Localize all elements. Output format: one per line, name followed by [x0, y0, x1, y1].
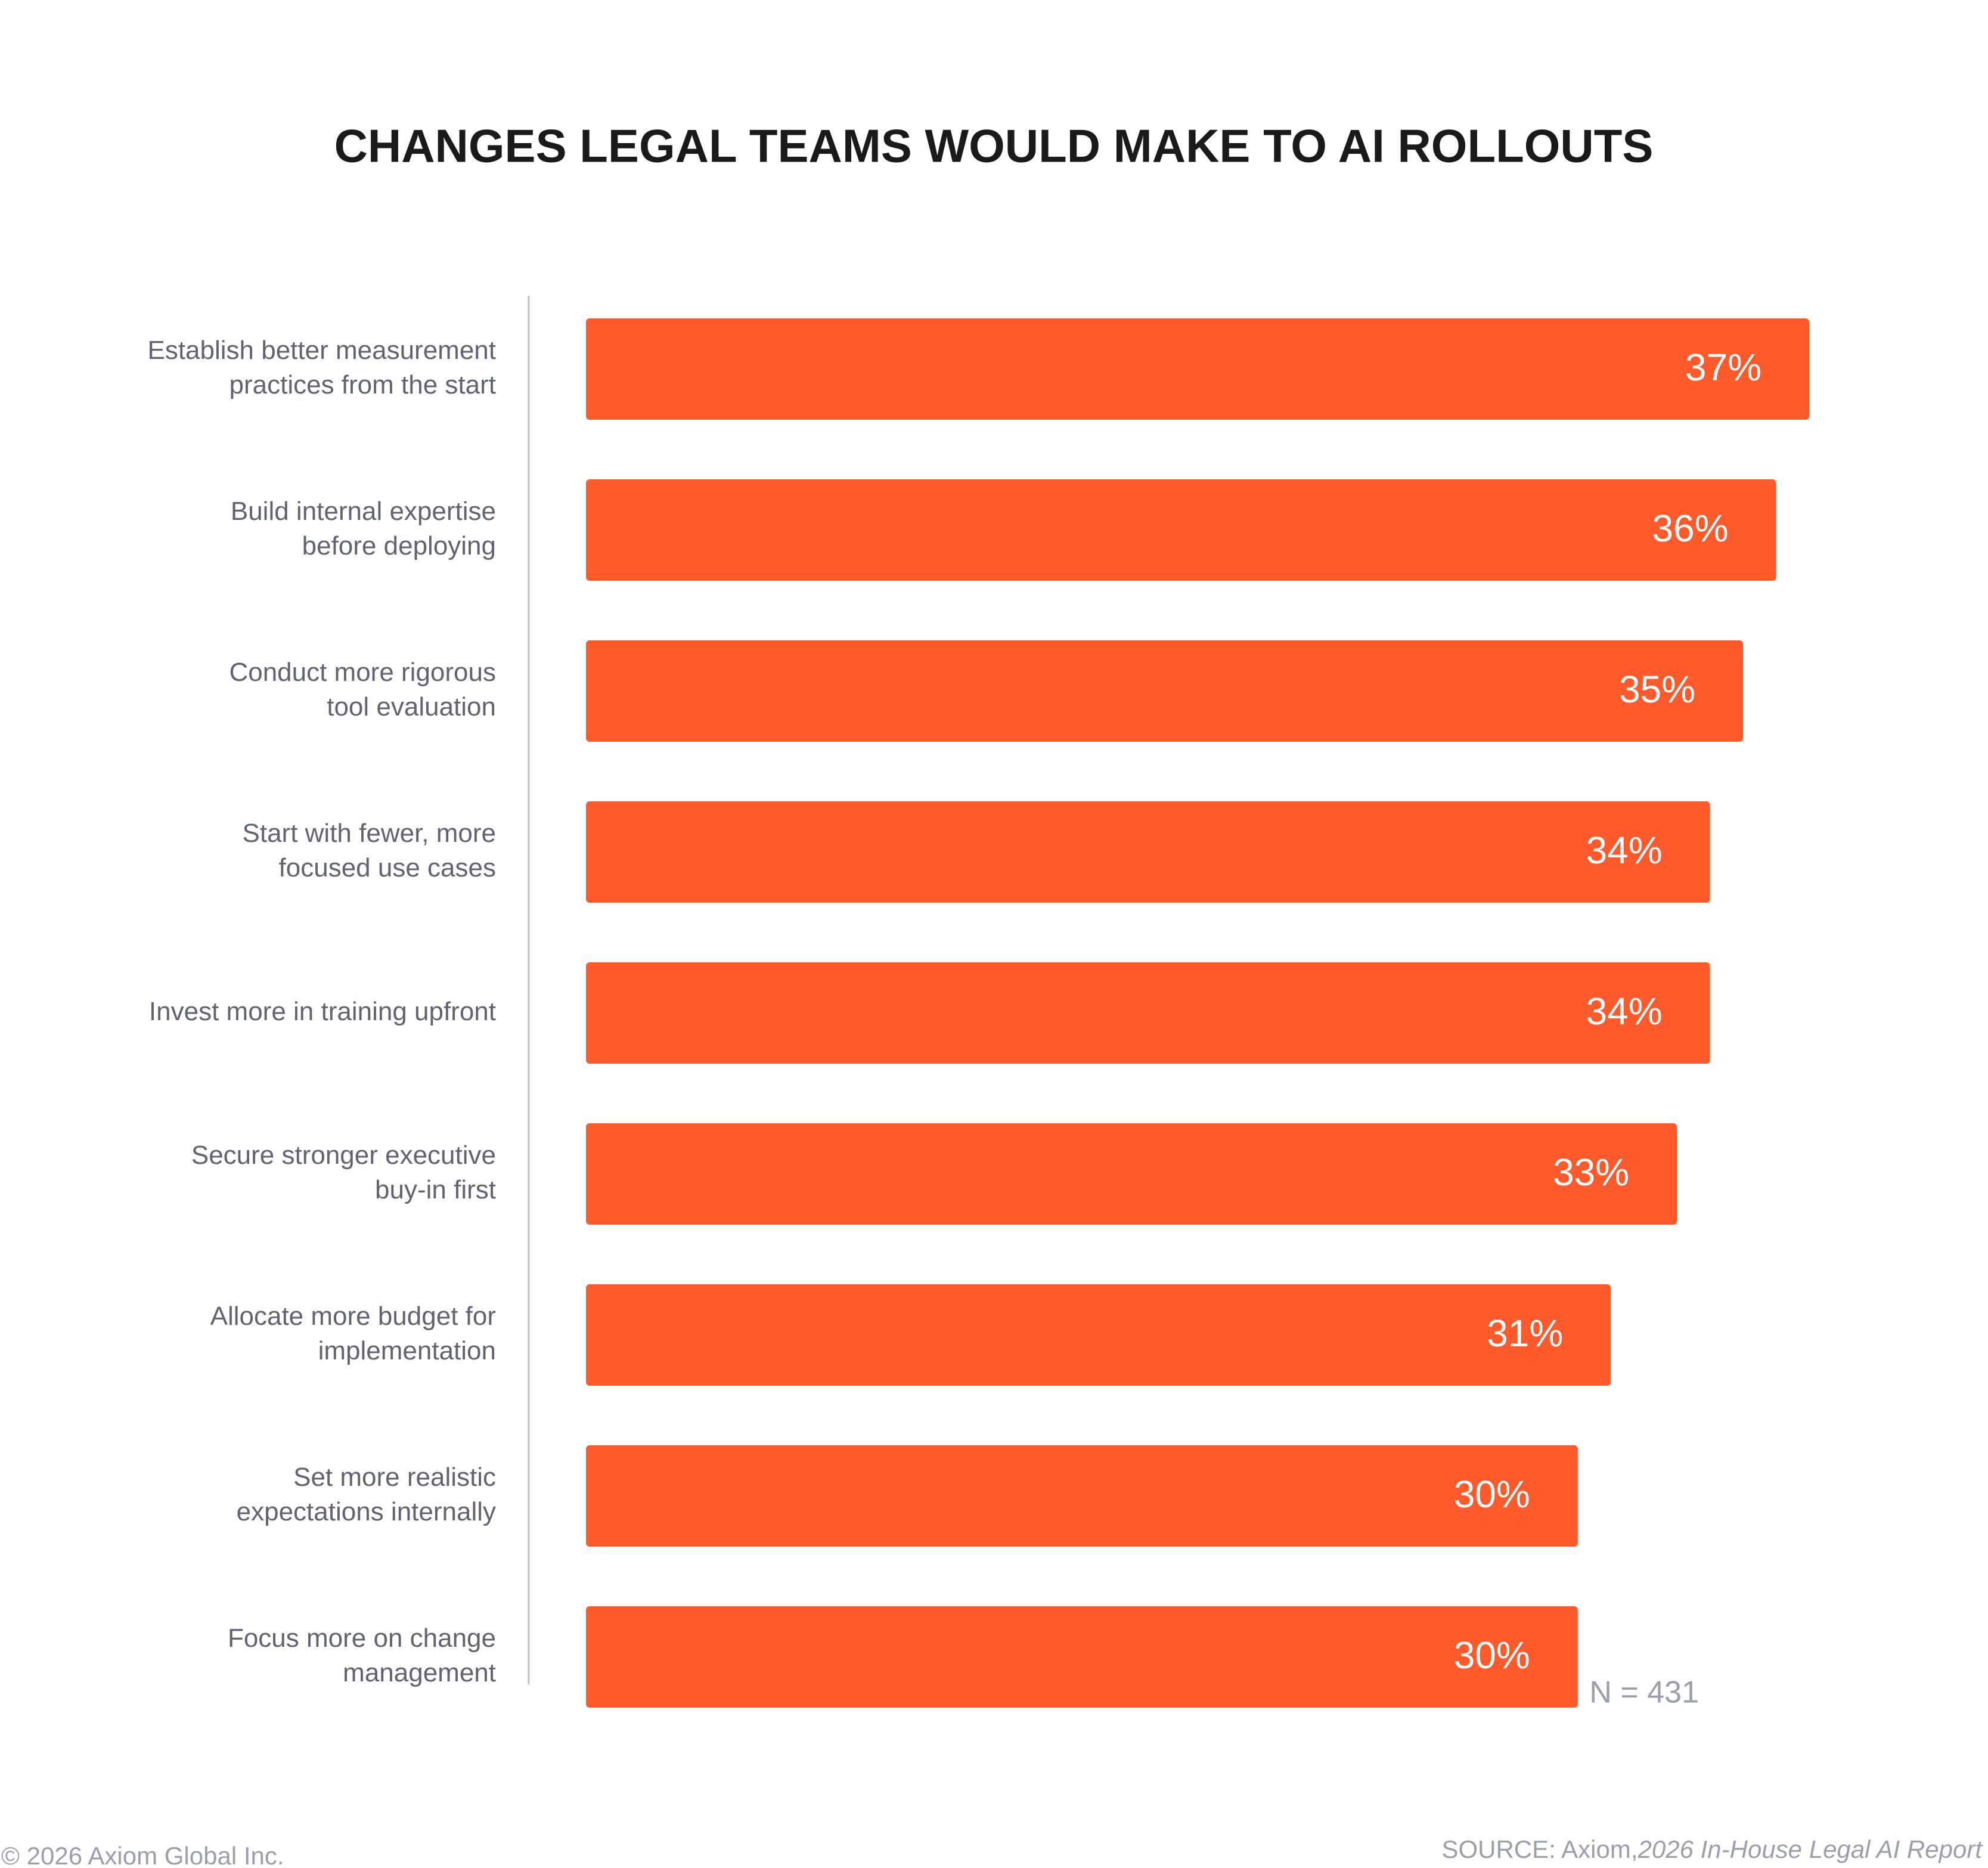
category-line: tool evaluation [327, 692, 496, 721]
bar [586, 1606, 1578, 1708]
value-label: 35% [1619, 668, 1695, 711]
category-line: Establish better measurement [147, 336, 496, 365]
category-label: Invest more in training upfront [149, 997, 496, 1026]
chart-title: CHANGES LEGAL TEAMS WOULD MAKE TO AI ROL… [334, 120, 1654, 172]
bar [586, 962, 1710, 1064]
category-label: Start with fewer, more focused use cases [243, 819, 496, 882]
source-report: 2026 In-House Legal AI Report [1637, 1835, 1984, 1863]
source: SOURCE: Axiom,2026 In-House Legal AI Rep… [1441, 1835, 1983, 1863]
category-line: management [343, 1658, 496, 1687]
category-line: Build internal expertise [231, 497, 496, 526]
category-label: Allocate more budget for implementation [210, 1302, 496, 1365]
category-line: Set more realistic [293, 1463, 496, 1492]
category-label: Establish better measurement practices fr… [147, 336, 496, 399]
category-line: buy-in first [375, 1175, 496, 1204]
bar [586, 1284, 1611, 1386]
category-label: Secure stronger executive buy-in first [191, 1141, 496, 1204]
category-line: Invest more in training upfront [149, 997, 496, 1026]
sample-size: N = 431 [1589, 1675, 1699, 1710]
copyright: © 2026 Axiom Global Inc. [1, 1842, 284, 1868]
category-label: Build internal expertise before deploying [231, 497, 496, 560]
category-label: Focus more on change management [228, 1624, 496, 1687]
category-line: focused use cases [279, 853, 496, 882]
category-line: Focus more on change [228, 1624, 496, 1653]
value-label: 30% [1454, 1634, 1530, 1677]
value-label: 33% [1553, 1151, 1629, 1194]
bar [586, 640, 1744, 742]
bar [586, 1445, 1578, 1547]
value-label: 36% [1652, 507, 1728, 550]
category-line: Conduct more rigorous [229, 658, 496, 687]
category-line: before deploying [302, 531, 496, 560]
category-line: implementation [318, 1336, 496, 1365]
category-line: Allocate more budget for [210, 1302, 496, 1331]
category-label: Conduct more rigorous tool evaluation [229, 658, 496, 721]
category-label: Set more realistic expectations internall… [237, 1463, 496, 1526]
value-label: 30% [1454, 1473, 1530, 1516]
bar [586, 318, 1809, 420]
source-prefix: SOURCE: Axiom, [1441, 1835, 1637, 1863]
value-label: 37% [1685, 346, 1761, 389]
bar [586, 801, 1710, 903]
category-line: Start with fewer, more [243, 819, 496, 848]
bar [586, 479, 1776, 581]
category-line: expectations internally [237, 1497, 496, 1526]
value-label: 34% [1586, 990, 1663, 1033]
value-label: 31% [1487, 1312, 1563, 1355]
category-line: practices from the start [229, 370, 496, 399]
category-line: Secure stronger executive [191, 1141, 496, 1170]
bar [586, 1123, 1677, 1225]
value-label: 34% [1586, 829, 1663, 872]
